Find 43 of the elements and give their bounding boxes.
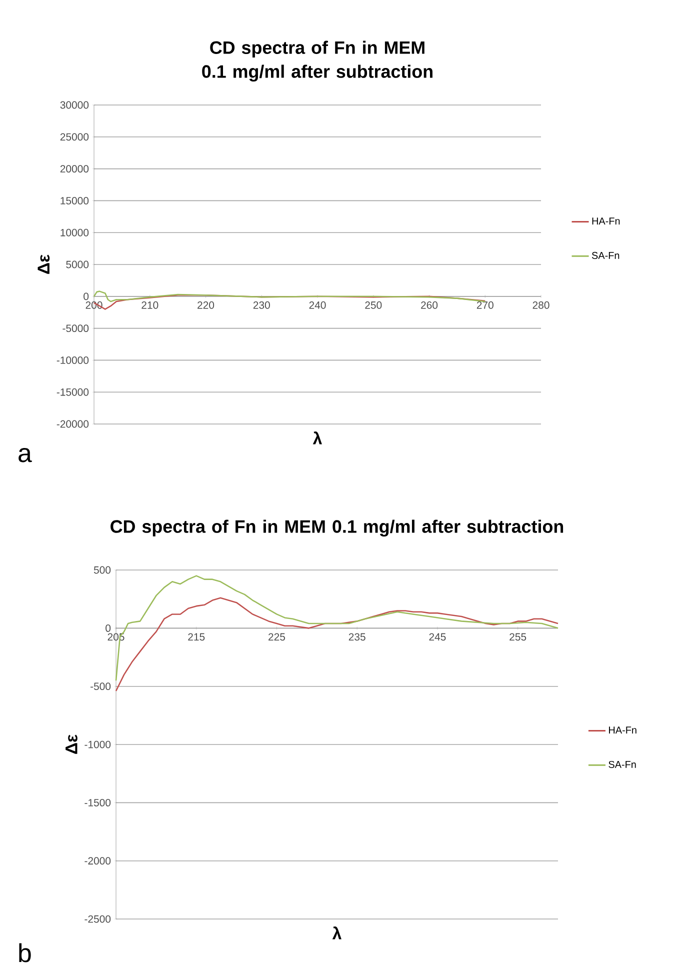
x-axis-title: λ [332,926,342,940]
y-tick-label: 0 [106,624,111,632]
x-tick-label: 270 [476,301,494,309]
legend-label: SA-Fn [592,252,620,259]
legend-label: SA-Fn [608,760,636,768]
y-tick-label: 5000 [66,260,89,268]
y-axis-title: Δε [38,254,50,274]
y-tick-label: 15000 [60,197,89,204]
x-tick-label: 220 [198,301,214,309]
x-tick-label: 240 [309,301,326,309]
y-tick-label: 25000 [60,133,89,141]
x-tick-label: 255 [510,633,526,641]
x-axis-title: λ [312,432,322,444]
legend-label: HA-Fn [592,218,620,224]
y-tick-label: 20000 [60,165,89,173]
text: a [18,448,32,462]
y-tick-label: 10000 [60,228,89,236]
y-tick-label: 30000 [60,101,89,109]
y-tick-label: -1000 [84,740,111,748]
x-tick-label: 210 [142,301,158,309]
y-tick-label: -2000 [84,857,111,865]
legend-label: HA-Fn [609,726,636,734]
y-tick-label: 0 [84,292,89,300]
y-axis-title: Δε [66,734,78,754]
y-tick-label: -5000 [62,324,89,332]
text: b [19,943,31,962]
x-tick-label: 225 [268,633,286,641]
y-tick-label: -15000 [56,388,89,396]
y-tick-label: -1500 [84,798,111,806]
x-tick-label: 250 [365,301,382,309]
x-tick-label: 260 [421,301,438,309]
y-tick-label: 500 [94,566,111,574]
x-tick-label: 245 [429,633,446,641]
chart-title: CD spectra of Fn in MEM 0.1 mg/ml after subtraction [202,40,432,82]
chart-title: CD spectra of Fn in MEM 0.1 mg/ml after subtraction [110,520,564,537]
x-tick-label: 235 [348,633,366,641]
x-tick-label: 215 [188,633,205,641]
y-tick-label: -500 [90,682,111,690]
y-tick-label: -2500 [84,915,111,923]
y-tick-label: -10000 [56,356,89,364]
x-tick-label: 280 [532,301,550,309]
y-tick-label: -20000 [56,420,89,428]
x-tick-label: 230 [253,301,270,309]
